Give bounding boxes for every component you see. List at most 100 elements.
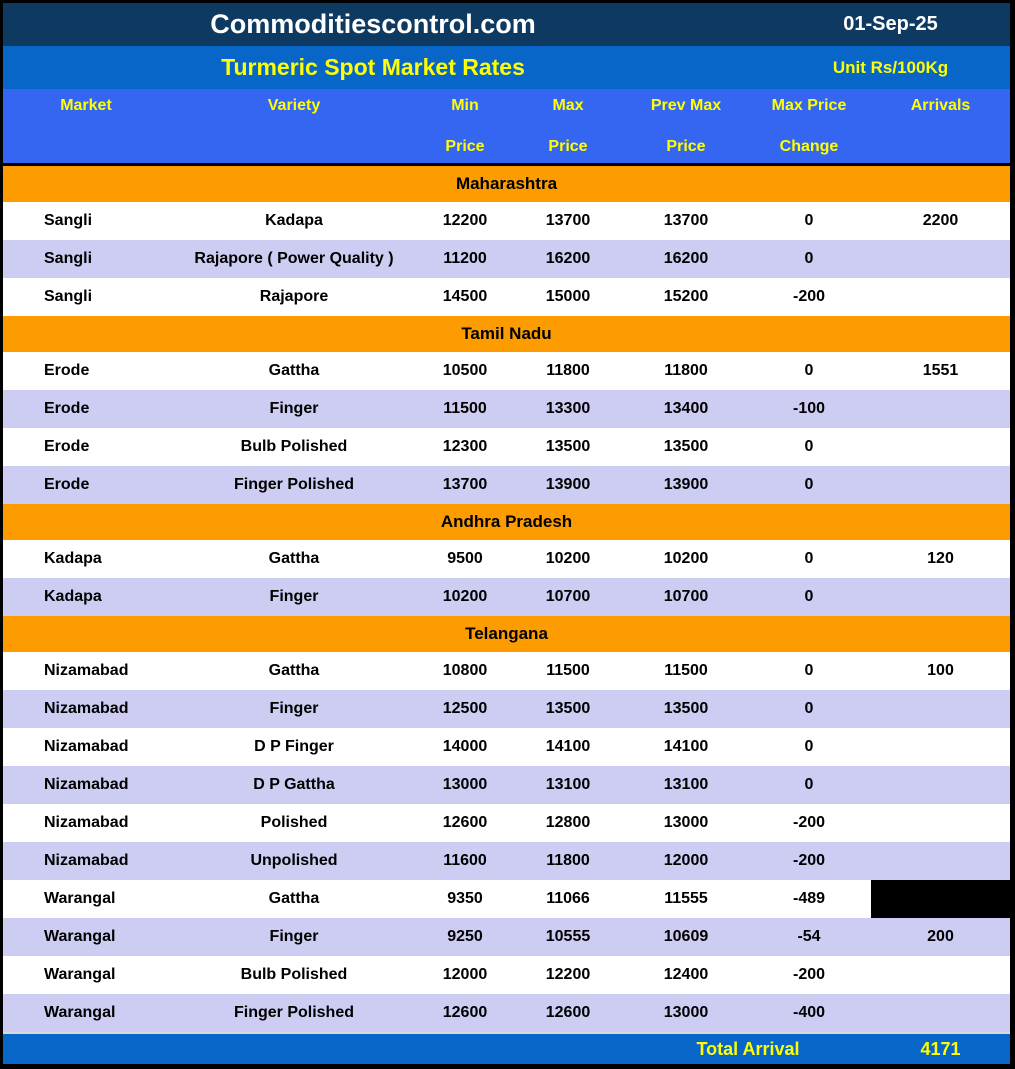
cell-variety: Gattha (268, 550, 320, 567)
cell-min-price: 13700 (442, 476, 488, 493)
cell-variety: D P Finger (254, 738, 334, 755)
cell-max-price-change: -400 (792, 1004, 826, 1021)
section-header: Maharashtra (3, 166, 1010, 202)
cell-max-price: 13700 (545, 212, 591, 229)
cell-market: Kadapa (44, 588, 102, 605)
cell-variety: Bulb Polished (240, 966, 348, 983)
cell-prev-max-price: 16200 (663, 250, 709, 267)
cell-max-price: 12600 (545, 1004, 591, 1021)
cell-market: Warangal (44, 1004, 116, 1021)
cell-max-price: 11800 (546, 362, 590, 379)
table-row: Nizamabad Gattha 10800 11500 11500 0 100 (3, 652, 1010, 690)
cell-min-price: 10800 (442, 662, 488, 679)
table-row: Warangal Finger 9250 10555 10609 -54 200 (3, 918, 1010, 956)
total-arrival-label: Total Arrival (696, 1038, 800, 1059)
table-row: Nizamabad D P Finger 14000 14100 14100 0 (3, 728, 1010, 766)
report-inner: Commoditiescontrol.com 01-Sep-25 Turmeri… (3, 3, 1010, 1064)
cell-arrivals (871, 728, 1010, 766)
column-header-min-price: Min Price (445, 97, 485, 155)
cell-max-price-change: 0 (804, 212, 814, 229)
cell-market: Nizamabad (44, 738, 129, 755)
column-header-prev-max-price: Prev Max Price (650, 97, 722, 155)
section-header-label: Telangana (465, 624, 548, 643)
cell-max-price-change: 0 (804, 588, 814, 605)
cell-arrivals (871, 956, 1010, 994)
cell-market: Nizamabad (44, 700, 129, 717)
cell-arrivals (871, 766, 1010, 804)
cell-variety: Finger Polished (233, 476, 354, 493)
cell-max-price: 12200 (545, 966, 591, 983)
cell-prev-max-price: 13900 (663, 476, 709, 493)
table-row: Warangal Finger Polished 12600 12600 130… (3, 994, 1010, 1032)
cell-max-price: 11800 (546, 852, 590, 869)
cell-max-price: 10700 (545, 588, 591, 605)
cell-max-price-change: -200 (792, 966, 826, 983)
column-header-arrivals: Arrivals (910, 97, 971, 114)
cell-arrivals (871, 240, 1010, 278)
cell-max-price: 13300 (545, 400, 591, 417)
unit-label: Unit Rs/100Kg (832, 57, 949, 77)
cell-market: Warangal (44, 890, 116, 907)
cell-prev-max-price: 14100 (663, 738, 709, 755)
cell-market: Sangli (44, 212, 93, 229)
cell-variety: D P Gattha (253, 776, 335, 793)
cell-max-price: 13900 (545, 476, 591, 493)
cell-min-price: 11600 (443, 852, 487, 869)
cell-min-price: 12300 (442, 438, 488, 455)
cell-arrivals (871, 428, 1010, 466)
cell-arrivals (871, 578, 1010, 616)
cell-prev-max-price: 10700 (663, 588, 709, 605)
cell-variety: Finger (269, 928, 319, 945)
cell-max-price: 14100 (545, 738, 591, 755)
table-row: Sangli Rajapore 14500 15000 15200 -200 (3, 278, 1010, 316)
cell-prev-max-price: 11800 (664, 362, 708, 379)
footer-separator (3, 1032, 1010, 1034)
cell-market: Erode (44, 362, 90, 379)
section-header: Tamil Nadu (3, 316, 1010, 352)
section-header-label: Maharashtra (455, 174, 558, 193)
cell-arrivals (871, 994, 1010, 1032)
brand-title[interactable]: Commoditiescontrol.com (210, 9, 536, 39)
cell-prev-max-price: 13100 (663, 776, 709, 793)
subtitle-bar: Turmeric Spot Market Rates Unit Rs/100Kg (3, 46, 1010, 89)
cell-max-price-change: -54 (797, 928, 821, 945)
cell-min-price: 14500 (442, 288, 488, 305)
cell-max-price: 11066 (546, 890, 590, 907)
cell-min-price: 9500 (447, 550, 483, 567)
cell-arrivals (871, 804, 1010, 842)
cell-min-price: 11200 (443, 250, 487, 267)
cell-variety: Unpolished (250, 852, 338, 869)
table-row: Erode Finger 11500 13300 13400 -100 (3, 390, 1010, 428)
cell-arrivals (871, 842, 1010, 880)
cell-variety: Bulb Polished (240, 438, 348, 455)
table-row: Nizamabad Finger 12500 13500 13500 0 (3, 690, 1010, 728)
cell-market: Erode (44, 438, 90, 455)
cell-min-price: 9250 (447, 928, 483, 945)
cell-max-price-change: 0 (804, 438, 814, 455)
cell-variety: Rajapore ( Power Quality ) (194, 250, 394, 267)
cell-max-price: 15000 (545, 288, 591, 305)
cell-prev-max-price: 11555 (664, 890, 708, 907)
cell-max-price: 16200 (545, 250, 591, 267)
table-row: Erode Bulb Polished 12300 13500 13500 0 (3, 428, 1010, 466)
table-row: Warangal Gattha 9350 11066 11555 -489 (3, 880, 1010, 918)
brand-bar: Commoditiescontrol.com 01-Sep-25 (3, 3, 1010, 46)
table-row: Kadapa Finger 10200 10700 10700 0 (3, 578, 1010, 616)
cell-market: Nizamabad (44, 662, 129, 679)
cell-prev-max-price: 13000 (663, 814, 709, 831)
cell-variety: Gattha (268, 662, 320, 679)
cell-market: Warangal (44, 966, 116, 983)
cell-min-price: 11500 (443, 400, 487, 417)
cell-prev-max-price: 10200 (663, 550, 709, 567)
cell-max-price-change: 0 (804, 550, 814, 567)
table-row: Kadapa Gattha 9500 10200 10200 0 120 (3, 540, 1010, 578)
column-header-market: Market (60, 97, 112, 114)
cell-arrivals (871, 880, 1010, 918)
cell-min-price: 12600 (442, 814, 488, 831)
table-header: Market Variety Min Price Max Price Prev … (3, 89, 1010, 163)
cell-max-price-change: -200 (792, 852, 826, 869)
cell-arrivals: 2200 (922, 212, 959, 229)
cell-max-price-change: -489 (792, 890, 826, 907)
cell-max-price-change: 0 (804, 362, 814, 379)
